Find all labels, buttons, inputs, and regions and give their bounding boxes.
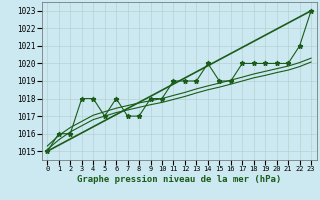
X-axis label: Graphe pression niveau de la mer (hPa): Graphe pression niveau de la mer (hPa) [77,175,281,184]
